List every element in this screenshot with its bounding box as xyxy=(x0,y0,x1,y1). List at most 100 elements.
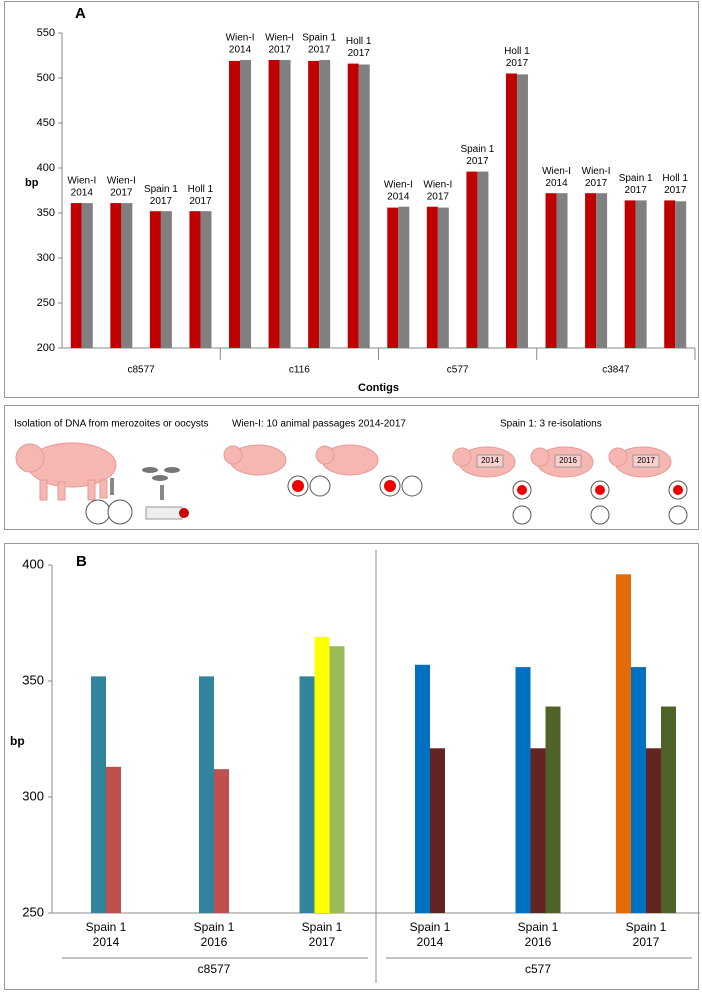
bar xyxy=(91,676,106,913)
category-label: 2017 xyxy=(506,58,529,69)
category-label: Holl 1 xyxy=(188,184,214,195)
bar xyxy=(149,211,161,348)
category-label: 2017 xyxy=(308,45,331,56)
bar xyxy=(160,211,172,348)
bar xyxy=(616,574,631,913)
category-label: Wien-I xyxy=(384,179,413,190)
bar xyxy=(516,74,528,349)
caption: Spain 1: 3 re-isolations xyxy=(500,419,602,430)
category-label: Spain 1 xyxy=(410,920,451,934)
isolation-icons xyxy=(85,467,189,525)
bar xyxy=(430,748,445,913)
category-label: 2014 xyxy=(387,191,410,202)
category-label: Spain 1 xyxy=(302,920,343,934)
bar xyxy=(308,60,320,349)
y-tick-label: 300 xyxy=(22,788,44,803)
bar xyxy=(279,60,291,348)
bar xyxy=(110,203,122,348)
bar xyxy=(329,646,345,913)
y-tick-label: 250 xyxy=(22,904,44,919)
caption: Isolation of DNA from merozoites or oocy… xyxy=(14,419,209,430)
bar xyxy=(530,748,546,913)
category-label: 2017 xyxy=(633,935,660,949)
bar xyxy=(387,207,399,348)
category-label: Spain 1 xyxy=(86,920,127,934)
category-label: Holl 1 xyxy=(504,46,530,57)
category-label: Spain 1 xyxy=(619,173,653,184)
category-label: 2017 xyxy=(427,191,450,202)
group-label: c8577 xyxy=(198,962,231,976)
bar xyxy=(81,203,93,348)
category-label: Wien-I xyxy=(67,176,96,187)
category-label: 2016 xyxy=(525,935,552,949)
bar xyxy=(624,200,636,348)
bar xyxy=(229,60,241,349)
panel-label: B xyxy=(76,553,87,570)
category-label: Wien-I xyxy=(423,179,452,190)
y-tick-label: 500 xyxy=(37,72,55,84)
bar xyxy=(661,706,676,913)
bar xyxy=(556,193,568,348)
y-tick-label: 350 xyxy=(37,207,55,219)
bar xyxy=(314,636,330,913)
panel-b-frame xyxy=(4,543,699,990)
bar xyxy=(477,171,489,348)
bar xyxy=(596,193,608,348)
bar xyxy=(398,206,410,348)
category-label: 2017 xyxy=(268,45,291,56)
category-label: 2017 xyxy=(150,196,173,207)
bar xyxy=(214,769,229,913)
bar xyxy=(189,211,201,348)
category-label: 2017 xyxy=(625,185,648,196)
y-axis-label: bp xyxy=(10,734,25,748)
category-label: 2017 xyxy=(189,196,212,207)
bar xyxy=(240,60,252,348)
year-sign: 2016 xyxy=(559,456,577,465)
category-label: Spain 1 xyxy=(144,184,178,195)
category-label: Wien-I xyxy=(107,176,136,187)
y-tick-label: 450 xyxy=(37,117,55,129)
group-label: c577 xyxy=(447,365,469,376)
category-label: 2016 xyxy=(201,935,228,949)
bar xyxy=(347,63,359,348)
bar xyxy=(299,676,315,913)
bar xyxy=(515,667,531,913)
spain-reisolations xyxy=(452,446,688,525)
bar xyxy=(664,200,676,348)
bar xyxy=(268,60,280,348)
bar xyxy=(646,748,661,913)
category-label: Wien-I xyxy=(582,166,611,177)
y-tick-label: 200 xyxy=(37,342,55,354)
illustration-frame xyxy=(4,405,699,530)
x-axis-label: Contigs xyxy=(358,382,399,394)
category-label: 2017 xyxy=(309,935,336,949)
y-tick-label: 250 xyxy=(37,297,55,309)
category-label: Spain 1 xyxy=(626,920,667,934)
y-tick-label: 400 xyxy=(37,162,55,174)
category-label: Spain 1 xyxy=(460,144,494,155)
bar xyxy=(415,664,430,913)
bar xyxy=(631,667,646,913)
category-label: Wien-I xyxy=(542,166,571,177)
y-axis-label: bp xyxy=(25,177,39,189)
bar xyxy=(545,706,561,913)
panel-a-frame xyxy=(4,1,699,398)
group-label: c577 xyxy=(525,962,551,976)
category-label: Wien-I xyxy=(265,33,294,44)
bar xyxy=(106,766,121,913)
bar xyxy=(505,73,517,348)
bar xyxy=(466,171,478,348)
group-label: c8577 xyxy=(128,365,156,376)
year-sign: 2017 xyxy=(637,456,655,465)
bar xyxy=(199,676,214,913)
category-label: 2014 xyxy=(93,935,120,949)
category-label: Spain 1 xyxy=(194,920,235,934)
panel-label: A xyxy=(75,5,86,22)
category-label: 2017 xyxy=(348,48,371,59)
y-tick-label: 550 xyxy=(37,27,55,39)
category-label: 2014 xyxy=(71,188,94,199)
category-label: Spain 1 xyxy=(302,33,336,44)
category-label: 2014 xyxy=(417,935,444,949)
